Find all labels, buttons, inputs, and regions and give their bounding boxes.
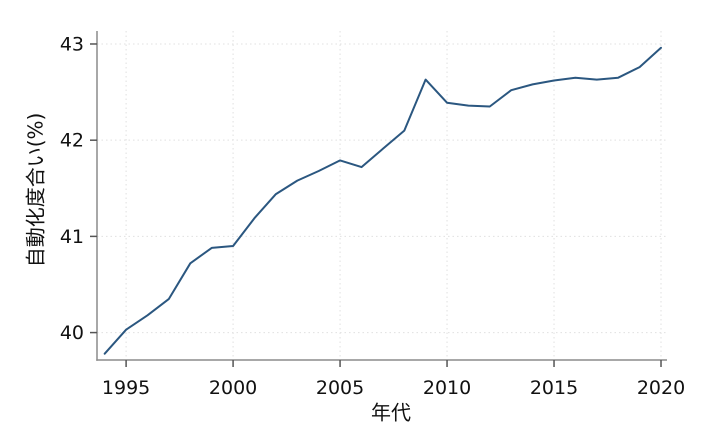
x-tick-label: 2010 bbox=[423, 377, 471, 399]
y-tick-label: 43 bbox=[60, 33, 84, 55]
x-tick-label: 1995 bbox=[102, 377, 150, 399]
x-tick-label: 2000 bbox=[209, 377, 257, 399]
y-tick-label: 41 bbox=[60, 226, 84, 248]
y-tick-label: 40 bbox=[60, 322, 84, 344]
y-axis-title: 自動化度合い(%) bbox=[23, 112, 48, 268]
x-tick-label: 2020 bbox=[637, 377, 685, 399]
x-tick-label: 2015 bbox=[530, 377, 578, 399]
x-axis-title: 年代 bbox=[371, 400, 411, 425]
y-tick-label: 42 bbox=[60, 130, 84, 152]
x-tick-label: 2005 bbox=[316, 377, 364, 399]
data-series-line bbox=[103, 46, 662, 355]
